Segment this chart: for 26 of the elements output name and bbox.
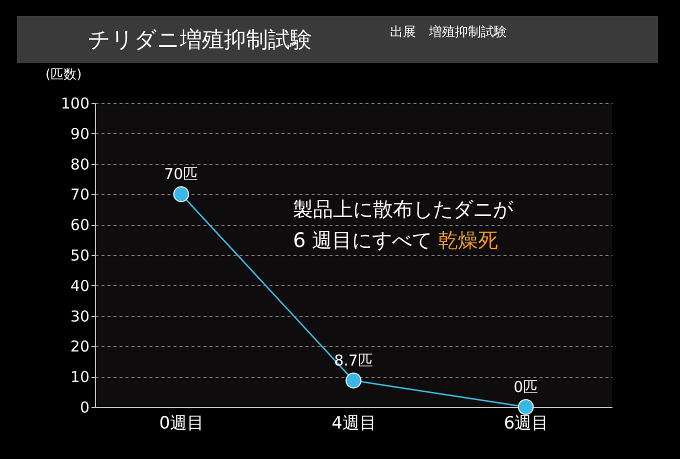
- y-tick-label: 10: [70, 368, 90, 386]
- point: [346, 372, 362, 388]
- y-tick-label: 80: [70, 155, 90, 174]
- text: 出展 増殖抑制試験: [390, 24, 507, 40]
- point: [173, 186, 190, 202]
- data-label: 8.7匹: [334, 352, 373, 370]
- point: [518, 399, 534, 415]
- x-tick-label: 0週目: [159, 414, 204, 434]
- y-tick-label: 50: [70, 246, 90, 264]
- y-tick-label: 0: [80, 398, 90, 416]
- annotation: 乾燥死: [438, 228, 498, 252]
- annotation: 製品上に散布したダニが: [293, 197, 514, 221]
- y-tick-label: 70: [70, 186, 90, 204]
- y-tick-label: 90: [70, 124, 90, 143]
- chart-title: チリダニ増殖抑制試験: [88, 28, 312, 53]
- y-tick-label: 30: [70, 307, 90, 326]
- data-label: 70匹: [164, 165, 198, 184]
- x-tick-label: 4週目: [332, 414, 376, 434]
- y-axis-title: (匹数): [46, 68, 82, 82]
- y-tick-label: 20: [70, 338, 90, 356]
- x-tick-label: 6週目: [504, 414, 549, 434]
- y-tick-label: 40: [70, 276, 90, 295]
- annotation: 6 週目にすべて: [293, 228, 432, 252]
- y-tick-label: 60: [70, 216, 90, 234]
- data-label: 0匹: [514, 378, 538, 396]
- y-tick-label: 100: [60, 94, 90, 112]
